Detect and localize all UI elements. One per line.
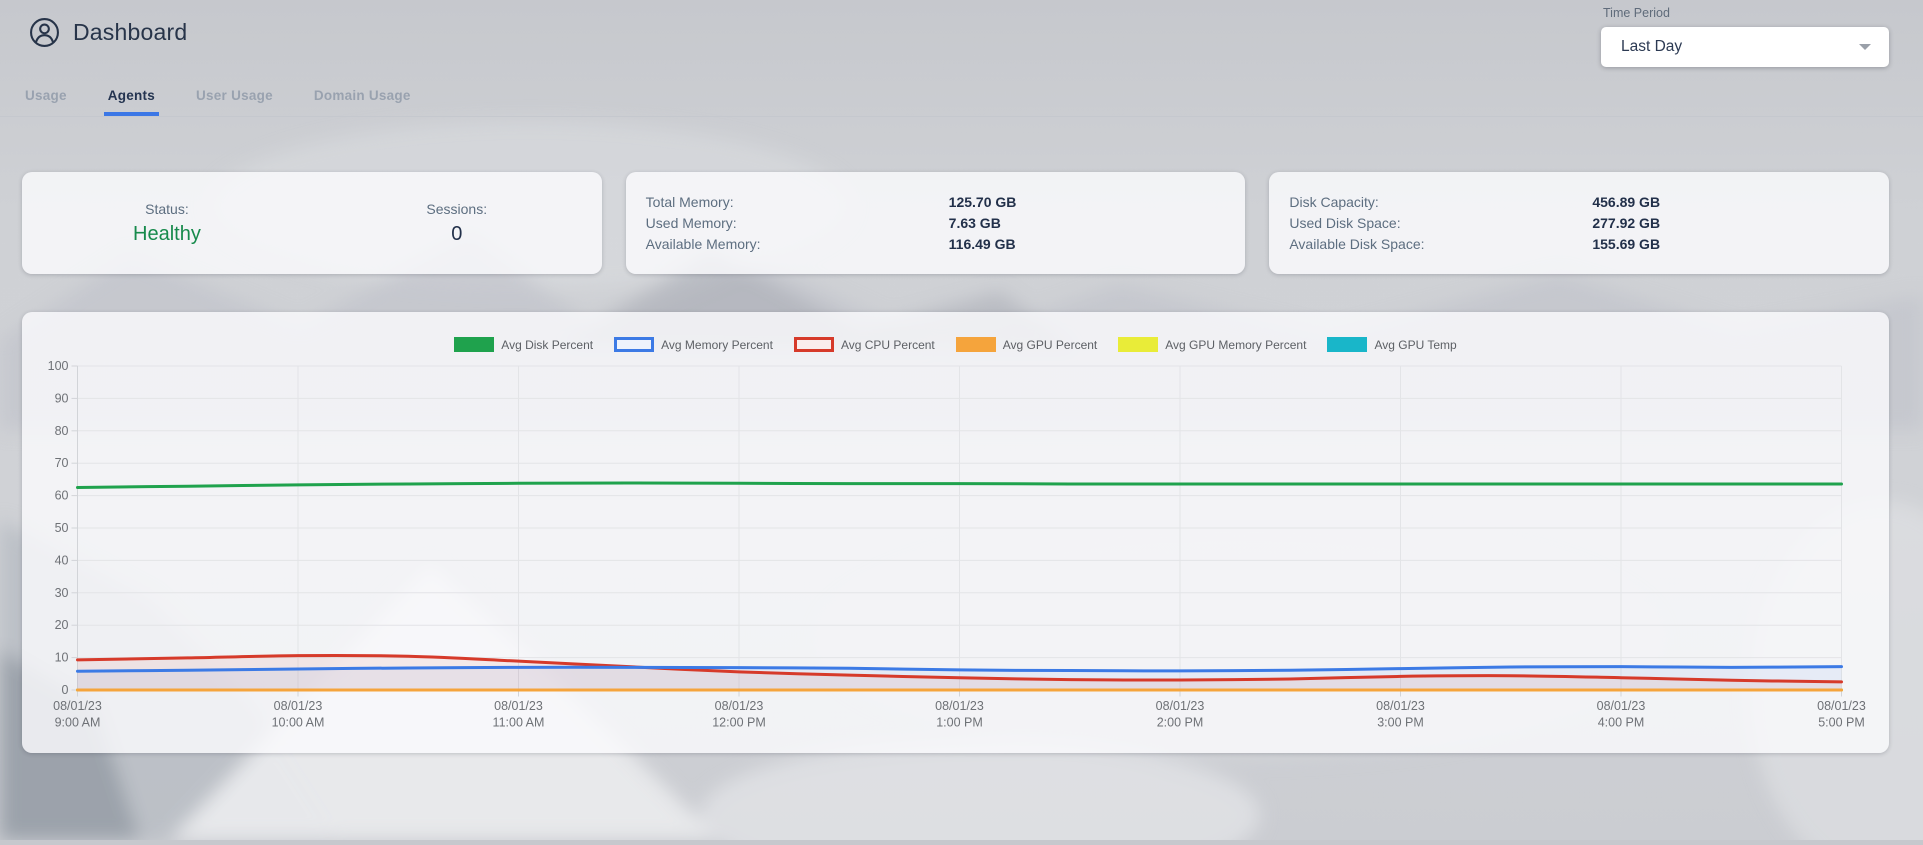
used-disk-row: Used Disk Space: 277.92 GB — [1289, 215, 1869, 232]
legend-label: Avg GPU Memory Percent — [1165, 337, 1307, 352]
memory-card: Total Memory: 125.70 GB Used Memory: 7.6… — [625, 172, 1246, 274]
chart-legend: Avg Disk Percent Avg Memory Percent Avg CP… — [22, 337, 1889, 352]
legend-label: Avg Disk Percent — [501, 337, 594, 352]
avg-disk-percent-line — [76, 481, 1843, 489]
status-stat: Status: Healthy — [22, 201, 312, 246]
x-axis-label: 08/01/23 11:00 AM — [493, 699, 545, 730]
avg-cpu-percent-area — [77, 655, 1842, 690]
usage-chart-svg[interactable]: 0 10 20 30 40 50 60 70 80 90 100 08/01/23 9:00 AM 08/… — [22, 312, 1889, 753]
tab-domain-usage[interactable]: Domain Usage — [313, 88, 411, 103]
y-axis-label: 20 — [55, 618, 69, 632]
page-title: Dashboard — [73, 19, 188, 45]
y-axis-label: 80 — [55, 424, 69, 438]
usage-chart-panel: Avg Disk Percent Avg Memory Percent Avg CP… — [22, 312, 1889, 753]
used-memory-label: Used Memory: — [645, 214, 737, 231]
disk-capacity-value: 456.89 GB — [1592, 193, 1661, 210]
avg-gpu-memory-percent-swatch-icon — [1118, 337, 1159, 352]
legend-label: Avg Memory Percent — [661, 337, 773, 352]
used-disk-label: Used Disk Space: — [1289, 214, 1401, 231]
y-axis-label: 10 — [55, 651, 69, 665]
x-axis-label: 08/01/23 5:00 PM — [1817, 699, 1866, 730]
total-memory-value: 125.70 GB — [948, 193, 1017, 210]
legend-item-avg-memory-percent[interactable]: Avg Memory Percent — [614, 337, 773, 352]
time-period-value: Last Day — [1621, 38, 1683, 55]
x-axis-label: 08/01/23 3:00 PM — [1376, 699, 1425, 730]
x-axis-label: 08/01/23 9:00 AM — [53, 699, 102, 730]
legend-label: Avg GPU Percent — [1002, 337, 1098, 352]
main-content: Status: Healthy Sessions: 0 Total Memory… — [0, 117, 1923, 753]
y-axis-label: 40 — [55, 553, 69, 567]
available-memory-label: Available Memory: — [645, 235, 761, 252]
page-header: Dashboard Time Period Last Day — [0, 0, 1923, 68]
summary-cards: Status: Healthy Sessions: 0 Total Memory… — [22, 172, 1890, 274]
avg-cpu-percent-line — [76, 654, 1843, 684]
x-axis-label: 08/01/23 4:00 PM — [1597, 699, 1646, 730]
legend-item-avg-disk-percent[interactable]: Avg Disk Percent — [454, 337, 593, 352]
time-period-control: Time Period Last Day — [1601, 6, 1889, 67]
available-disk-value: 155.69 GB — [1592, 235, 1661, 252]
avg-memory-percent-swatch-icon — [614, 337, 655, 352]
x-axis-label: 08/01/23 2:00 PM — [1156, 699, 1205, 730]
tab-usage[interactable]: Usage — [25, 88, 67, 103]
sessions-value: 0 — [451, 222, 463, 245]
legend-item-avg-gpu-percent[interactable]: Avg GPU Percent — [955, 337, 1098, 352]
legend-label: Avg GPU Temp — [1374, 337, 1457, 352]
legend-item-avg-cpu-percent[interactable]: Avg CPU Percent — [793, 337, 935, 352]
used-memory-value: 7.63 GB — [948, 214, 1001, 231]
y-axis-label: 70 — [55, 456, 69, 470]
tab-bar: Usage Agents User Usage Domain Usage — [0, 68, 1923, 117]
x-axis-label: 08/01/23 10:00 AM — [272, 699, 325, 730]
y-axis-label: 50 — [55, 521, 69, 535]
disk-capacity-row: Disk Capacity: 456.89 GB — [1289, 194, 1869, 211]
x-axis-label: 08/01/23 12:00 PM — [712, 699, 766, 730]
time-period-label: Time Period — [1603, 6, 1670, 20]
total-memory-row: Total Memory: 125.70 GB — [646, 194, 1226, 211]
chevron-down-icon — [1859, 44, 1871, 50]
available-disk-row: Available Disk Space: 155.69 GB — [1289, 236, 1869, 253]
sessions-label: Sessions: — [426, 200, 488, 217]
legend-item-avg-gpu-memory-percent[interactable]: Avg GPU Memory Percent — [1118, 337, 1306, 352]
disk-capacity-label: Disk Capacity: — [1289, 193, 1379, 210]
user-avatar-icon — [29, 17, 60, 48]
avg-cpu-percent-swatch-icon — [793, 337, 834, 352]
y-axis-label: 60 — [55, 489, 69, 503]
used-disk-value: 277.92 GB — [1592, 214, 1661, 231]
y-axis-label: 0 — [62, 683, 69, 697]
y-axis-label: 30 — [55, 586, 69, 600]
legend-label: Avg CPU Percent — [840, 337, 935, 352]
time-period-select[interactable]: Last Day — [1601, 27, 1889, 67]
x-axis-label: 08/01/23 1:00 PM — [935, 699, 984, 730]
used-memory-row: Used Memory: 7.63 GB — [646, 215, 1226, 232]
available-memory-value: 116.49 GB — [948, 235, 1016, 252]
y-axis-label: 100 — [48, 359, 69, 373]
avg-gpu-temp-swatch-icon — [1327, 337, 1368, 352]
tab-agents[interactable]: Agents — [103, 80, 160, 116]
sessions-stat: Sessions: 0 — [312, 201, 602, 246]
y-axis-label: 90 — [55, 391, 69, 405]
avg-gpu-percent-swatch-icon — [955, 337, 996, 352]
legend-item-avg-gpu-temp[interactable]: Avg GPU Temp — [1327, 337, 1457, 352]
available-memory-row: Available Memory: 116.49 GB — [646, 236, 1226, 253]
available-disk-label: Available Disk Space: — [1289, 235, 1425, 252]
total-memory-label: Total Memory: — [645, 193, 734, 210]
tab-user-usage[interactable]: User Usage — [196, 88, 273, 103]
avg-disk-percent-swatch-icon — [454, 337, 495, 352]
disk-card: Disk Capacity: 456.89 GB Used Disk Space… — [1269, 172, 1890, 274]
avg-memory-percent-line — [76, 665, 1843, 673]
status-card: Status: Healthy Sessions: 0 — [22, 172, 602, 274]
status-label: Status: — [145, 200, 189, 217]
status-value: Healthy — [133, 222, 201, 245]
